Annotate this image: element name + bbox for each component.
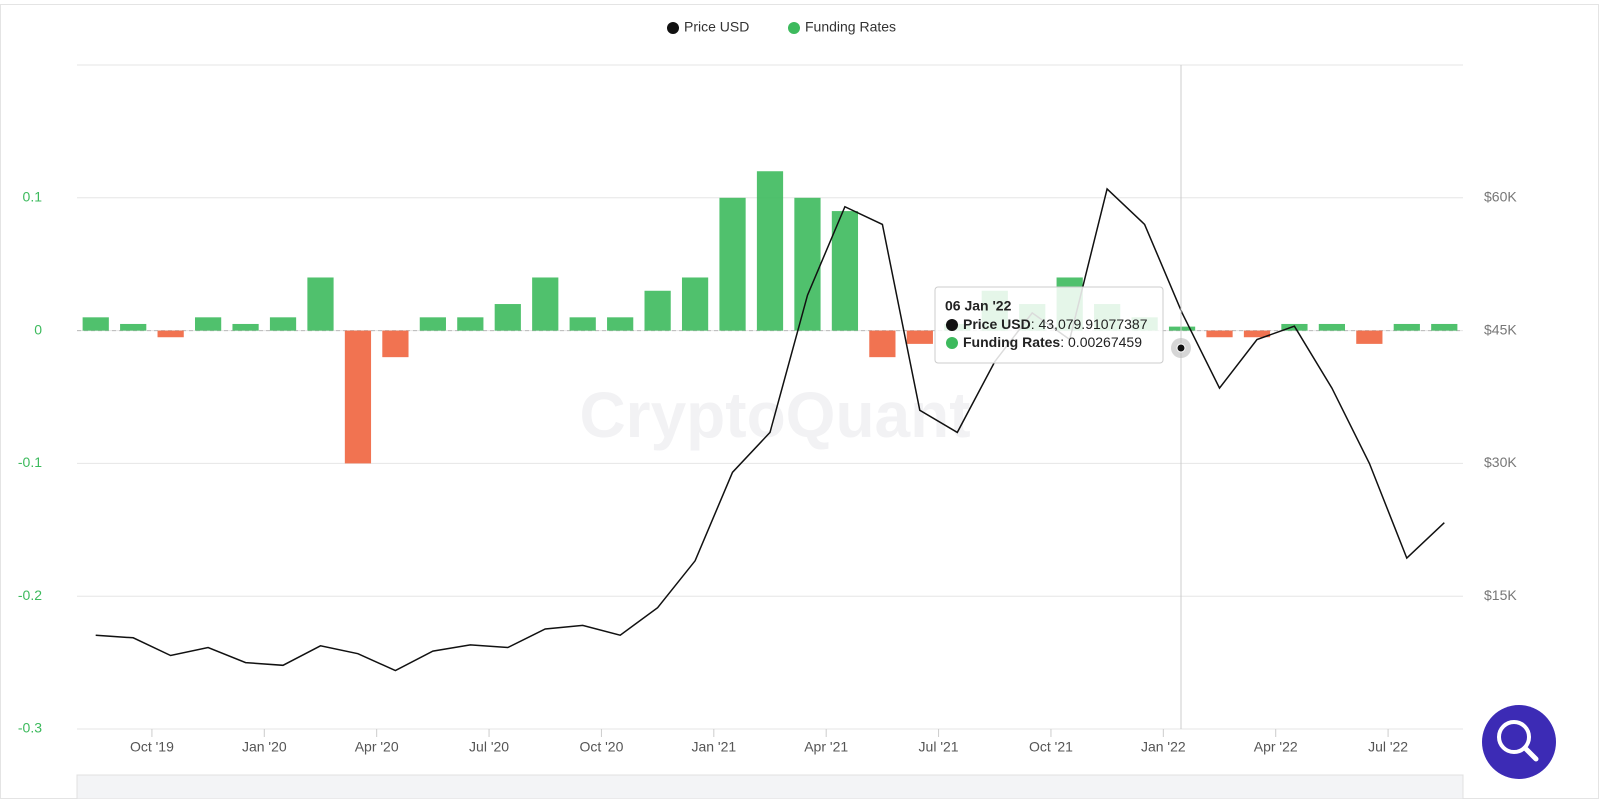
x-tick-label: Oct '21 (1029, 739, 1073, 755)
tooltip: 06 Jan '22 Price USD: 43,079.91077387 Fu… (934, 286, 1164, 364)
x-tick-label: Apr '21 (804, 739, 848, 755)
bar (1168, 326, 1196, 331)
bar (607, 317, 634, 331)
tooltip-value: 0.00267459 (1068, 334, 1142, 350)
bar (194, 317, 222, 331)
tooltip-row: Funding Rates: 0.00267459 (963, 334, 1142, 350)
bar (532, 277, 559, 331)
bar (82, 317, 109, 331)
bar (1206, 330, 1233, 338)
x-tick-label: Jul '22 (1368, 739, 1408, 755)
navigator[interactable] (76, 774, 1464, 800)
bar (232, 323, 259, 331)
y2-tick-label: $15K (1484, 587, 1517, 603)
tooltip-box (934, 286, 1164, 364)
tooltip-value: 43,079.91077387 (1038, 316, 1147, 332)
bar (307, 277, 334, 331)
search-circle[interactable] (1482, 705, 1556, 779)
search-icon (1497, 720, 1531, 754)
bar (157, 330, 184, 338)
search-button[interactable] (1482, 705, 1556, 779)
bar (794, 197, 821, 331)
x-tick-label: Apr '20 (355, 739, 399, 755)
legend-marker (667, 22, 679, 34)
search-icon (1522, 745, 1539, 762)
x-tick-label: Jul '20 (469, 739, 509, 755)
legend-label[interactable]: Funding Rates (805, 19, 896, 35)
bar (344, 330, 372, 464)
bar (831, 211, 859, 331)
tooltip-row: Price USD: 43,079.91077387 (963, 316, 1148, 332)
y2-tick-label: $45K (1484, 321, 1517, 337)
x-tick-label: Jan '22 (1141, 739, 1186, 755)
bar (457, 317, 484, 331)
legend-label[interactable]: Price USD (684, 19, 749, 35)
y-tick-label: 0.1 (23, 189, 43, 205)
bar (419, 317, 446, 331)
y2-tick-label: $60K (1484, 189, 1517, 205)
y-tick-label: -0.1 (18, 454, 42, 470)
bar (1431, 323, 1458, 331)
y-tick-label: -0.2 (18, 587, 42, 603)
bar (869, 330, 896, 358)
tooltip-series: Price USD (963, 316, 1031, 332)
frame (0, 4, 1599, 799)
bar (756, 171, 784, 331)
bar (120, 323, 147, 331)
x-tick-label: Jul '21 (919, 739, 959, 755)
x-tick-label: Jan '20 (242, 739, 287, 755)
tooltip-marker (946, 337, 958, 349)
bar (1243, 330, 1271, 338)
hover-point (1176, 343, 1186, 353)
y-tick-label: 0 (34, 321, 42, 337)
bar (1393, 323, 1420, 331)
tooltip-marker (946, 319, 958, 331)
tooltip-sep: : (1031, 316, 1039, 332)
bar (719, 197, 746, 331)
tooltip-sep: : (1060, 334, 1068, 350)
bar (382, 330, 409, 358)
legend: Price USD Funding Rates (667, 19, 896, 35)
x-tick-label: Apr '22 (1254, 739, 1298, 755)
bar (644, 290, 671, 331)
legend-marker (788, 22, 800, 34)
x-tick-label: Oct '20 (579, 739, 623, 755)
tooltip-date: 06 Jan '22 (945, 298, 1012, 314)
y-tick-label: -0.3 (18, 720, 42, 736)
x-tick-label: Oct '19 (130, 739, 174, 755)
bar (1318, 323, 1346, 331)
price-line (95, 187, 1445, 672)
bar (1356, 330, 1383, 344)
bar (906, 330, 933, 344)
x-tick-label: Jan '21 (691, 739, 736, 755)
bar (681, 277, 709, 331)
bar (269, 317, 297, 331)
bar (569, 317, 596, 331)
bar (494, 304, 521, 331)
tooltip-series: Funding Rates (963, 334, 1060, 350)
y2-tick-label: $30K (1484, 454, 1517, 470)
